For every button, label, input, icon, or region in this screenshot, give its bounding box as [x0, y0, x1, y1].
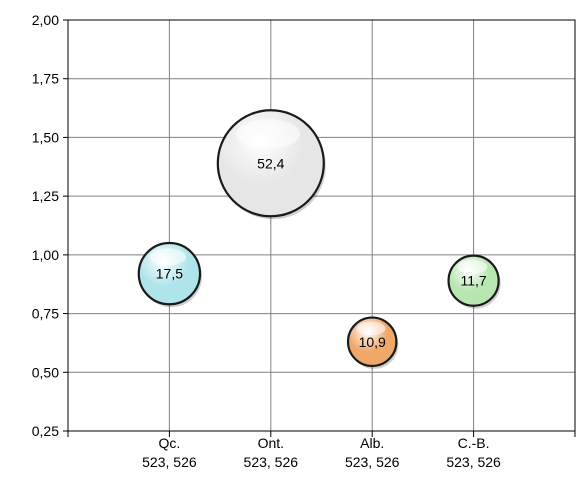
x-tick-label-alb: Alb. [360, 435, 384, 451]
bubble-highlight-alb [356, 321, 386, 336]
bubble-highlight-c-b [457, 259, 488, 274]
bubble-label-ont: 52,4 [257, 155, 284, 171]
bubble-label-c-b: 11,7 [460, 273, 486, 289]
y-tick-label: 0,25 [32, 423, 59, 439]
y-tick-label: 1,00 [32, 247, 59, 263]
x-tick-label-qc: Qc. [159, 435, 181, 451]
bubble-label-alb: 10,9 [359, 334, 386, 350]
grid-lines [68, 19, 575, 431]
x-tick-sublabel-c-b: 523, 526 [446, 454, 501, 470]
y-tick-label: 2,00 [32, 12, 59, 28]
x-tick-label-ont: Ont. [258, 435, 284, 451]
y-tick-label: 1,50 [32, 129, 59, 145]
x-tick-sublabel-qc: 523, 526 [142, 454, 197, 470]
y-tick-label: 1,75 [32, 71, 59, 87]
y-tick-label: 0,50 [32, 364, 59, 380]
y-tick-label: 1,25 [32, 188, 59, 204]
x-tick-label-c-b: C.-B. [458, 435, 490, 451]
x-tick-sublabel-ont: 523, 526 [244, 454, 299, 470]
x-tick-sublabel-alb: 523, 526 [345, 454, 400, 470]
bubble-highlight-qc [149, 248, 187, 266]
y-tick-labels: 0,25 0,50 0,75 1,00 1,25 1,50 1,75 2,00 [32, 12, 59, 439]
plot-frame [67, 19, 576, 432]
bubble-highlight-ont [236, 119, 300, 149]
bubbles: 17,5 52,4 10,9 11,7 [137, 109, 501, 369]
axes [63, 19, 576, 437]
bubble-label-qc: 17,5 [156, 266, 183, 282]
y-tick-label: 0,75 [32, 306, 59, 322]
x-tick-labels: Qc. 523, 526 Ont. 523, 526 Alb. 523, 526 C.-B.… [142, 435, 501, 470]
